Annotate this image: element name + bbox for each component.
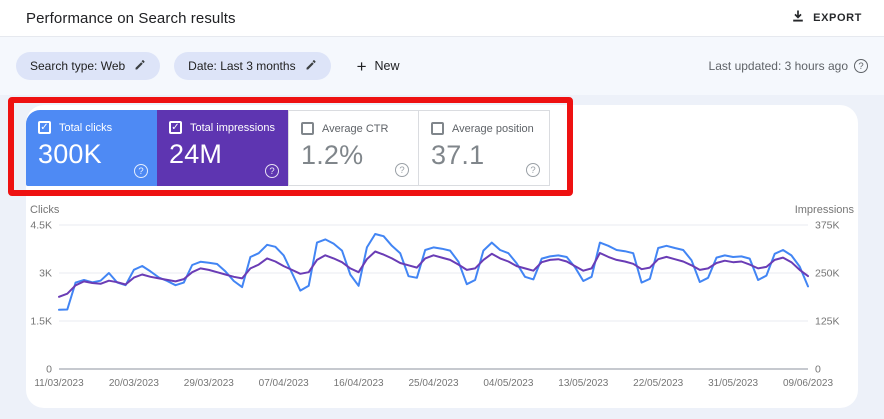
- checkbox-icon[interactable]: ✓: [38, 121, 51, 134]
- x-axis-tick-label: 16/04/2023: [334, 378, 384, 389]
- x-axis-tick-label: 11/03/2023: [34, 378, 84, 389]
- checkbox-icon[interactable]: ✓: [301, 122, 314, 135]
- x-axis-tick-label: 04/05/2023: [483, 378, 533, 389]
- help-icon[interactable]: ?: [265, 164, 279, 178]
- impressions-line[interactable]: [58, 250, 809, 298]
- clicks-line[interactable]: [58, 233, 809, 311]
- checkbox-icon[interactable]: ✓: [431, 122, 444, 135]
- chip-label: Search type: Web: [30, 59, 126, 73]
- export-button[interactable]: EXPORT: [785, 5, 868, 32]
- export-label: EXPORT: [813, 12, 862, 24]
- x-axis-tick-label: 22/05/2023: [633, 378, 683, 389]
- right-axis-tick-label: 0: [815, 364, 821, 376]
- metric-value: 1.2%: [301, 140, 364, 170]
- x-axis-tick-label: 09/06/2023: [783, 378, 833, 389]
- filter-chip-search-type[interactable]: Search type: Web: [16, 52, 161, 80]
- metric-value: 24M: [169, 139, 223, 169]
- metric-card-average-position[interactable]: ✓ Average position 37.1 ?: [419, 110, 550, 186]
- left-axis-tick-label: 4.5K: [30, 220, 52, 232]
- x-axis-tick-label: 13/05/2023: [558, 378, 608, 389]
- metric-value: 37.1: [431, 140, 485, 170]
- metric-card-total-clicks[interactable]: ✓ Total clicks 300K ?: [26, 110, 157, 186]
- new-filter-button[interactable]: + New: [357, 58, 400, 75]
- metric-card-average-ctr[interactable]: ✓ Average CTR 1.2% ?: [288, 110, 419, 186]
- right-axis-tick-label: 250K: [815, 268, 840, 280]
- edit-icon: [134, 59, 146, 74]
- x-axis-tick-label: 20/03/2023: [109, 378, 159, 389]
- metric-label: Total clicks: [59, 121, 113, 134]
- metric-value: 300K: [38, 139, 102, 169]
- chip-label: Date: Last 3 months: [188, 59, 296, 73]
- metric-card-total-impressions[interactable]: ✓ Total impressions 24M ?: [157, 110, 288, 186]
- left-axis-tick-label: 0: [46, 364, 52, 376]
- download-icon: [791, 9, 805, 28]
- clicks-axis-title: Clicks: [30, 204, 60, 216]
- main-panel: ✓ Total clicks 300K ? ✓ Total impression…: [26, 105, 858, 408]
- page-title: Performance on Search results: [26, 9, 236, 27]
- impressions-axis-title: Impressions: [794, 204, 854, 216]
- checkbox-icon[interactable]: ✓: [169, 121, 182, 134]
- help-icon[interactable]: ?: [134, 164, 148, 178]
- x-axis-tick-label: 31/05/2023: [708, 378, 758, 389]
- metric-cards-row: ✓ Total clicks 300K ? ✓ Total impression…: [26, 110, 550, 186]
- right-axis-tick-label: 375K: [815, 220, 840, 232]
- help-icon[interactable]: ?: [395, 163, 409, 177]
- x-axis-tick-label: 07/04/2023: [259, 378, 309, 389]
- x-axis-tick-label: 29/03/2023: [184, 378, 234, 389]
- edit-icon: [305, 59, 317, 74]
- last-updated: Last updated: 3 hours ago ?: [709, 59, 868, 73]
- help-icon[interactable]: ?: [526, 163, 540, 177]
- x-axis-tick-label: 25/04/2023: [408, 378, 458, 389]
- performance-chart[interactable]: 4.5K 3K 1.5K 0 375K 250K 125K 0 11/03/2023 20/03/…: [26, 210, 858, 395]
- metric-label: Total impressions: [190, 121, 275, 134]
- filter-chip-date[interactable]: Date: Last 3 months: [174, 52, 331, 80]
- new-filter-label: New: [374, 59, 400, 73]
- filter-chips: Search type: Web Date: Last 3 months + N…: [16, 52, 400, 80]
- last-updated-text: Last updated: 3 hours ago: [708, 59, 848, 73]
- left-axis-tick-label: 3K: [39, 268, 52, 280]
- filter-bar: Search type: Web Date: Last 3 months + N…: [0, 37, 884, 95]
- metric-label: Average CTR: [322, 122, 389, 135]
- help-icon[interactable]: ?: [854, 59, 868, 73]
- right-axis-tick-label: 125K: [815, 316, 840, 328]
- plus-icon: +: [356, 56, 367, 76]
- header-bar: Performance on Search results EXPORT: [0, 0, 884, 37]
- metric-label: Average position: [452, 122, 534, 135]
- left-axis-tick-label: 1.5K: [30, 316, 52, 328]
